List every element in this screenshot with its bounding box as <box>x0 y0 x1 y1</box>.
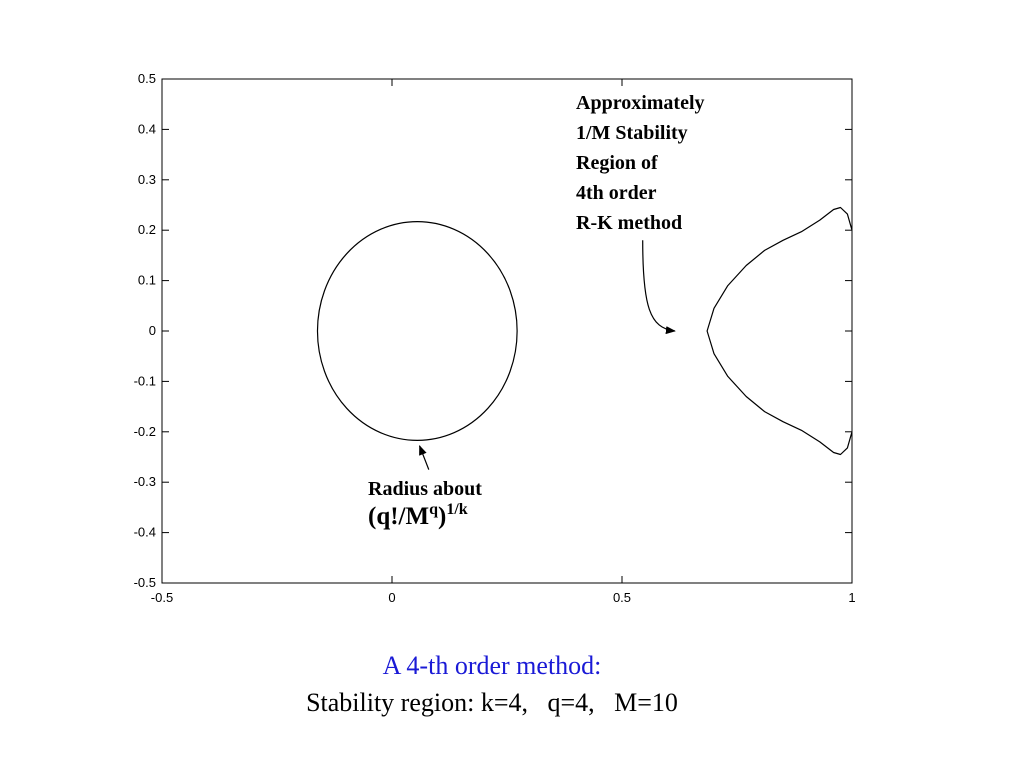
x-tick-label: 0.5 <box>613 590 631 605</box>
rk-annotation-line: Approximately <box>576 92 705 114</box>
rk-annotation-arrow <box>642 240 676 335</box>
radius-annotation: Radius about (q!/Mq)1/k <box>368 476 482 532</box>
radius-annotation-label: Radius about <box>368 478 482 500</box>
formula-close: ) <box>438 503 447 530</box>
x-tick-label: 0 <box>388 590 395 605</box>
axis-tick-labels: 0.5 0.4 0.3 0.2 0.1 0 -0.1 -0.2 -0.3 -0.4 -0.5-0.5… <box>134 71 856 605</box>
y-tick-label: -0.4 <box>134 525 156 540</box>
formula-sup-q: q <box>429 501 439 518</box>
annotation-arrows <box>419 240 676 470</box>
rk-annotation-line: R-K method <box>576 212 683 234</box>
plot-area <box>161 78 853 584</box>
y-tick-label: 0.5 <box>138 71 156 86</box>
rk-stability-boundary <box>706 206 853 456</box>
rk-annotation-line: Region of <box>576 152 658 174</box>
axis-ticks <box>161 78 853 584</box>
radius-annotation-arrow <box>419 444 430 470</box>
radius-formula: (q!/Mq)1/k <box>368 502 482 532</box>
formula-sup-k: 1/k <box>446 501 468 518</box>
circle-stability-region <box>316 221 518 441</box>
x-tick-label: 1 <box>848 590 855 605</box>
slide-caption: A 4-th order method: Stability region: k… <box>0 648 984 722</box>
y-tick-label: 0.1 <box>138 273 156 288</box>
rk-annotation-line: 4th order <box>576 182 657 204</box>
y-tick-label: -0.5 <box>134 575 156 590</box>
x-tick-label: -0.5 <box>151 590 173 605</box>
caption-subtitle: Stability region: k=4, q=4, M=10 <box>306 688 678 717</box>
y-tick-label: 0.3 <box>138 172 156 187</box>
stability-curves <box>316 206 853 456</box>
formula-main: (q!/M <box>368 503 430 530</box>
rk-stability-annotation: Approximately 1/M Stability Region of 4t… <box>576 88 705 238</box>
y-tick-label: -0.2 <box>134 424 156 439</box>
y-tick-label: -0.1 <box>134 373 156 388</box>
rk-annotation-line: 1/M Stability <box>576 122 688 144</box>
y-tick-label: 0 <box>149 323 156 338</box>
caption-title: A 4-th order method: <box>382 651 602 680</box>
y-tick-label: -0.3 <box>134 474 156 489</box>
y-tick-label: 0.2 <box>138 222 156 237</box>
y-tick-label: 0.4 <box>138 121 156 136</box>
